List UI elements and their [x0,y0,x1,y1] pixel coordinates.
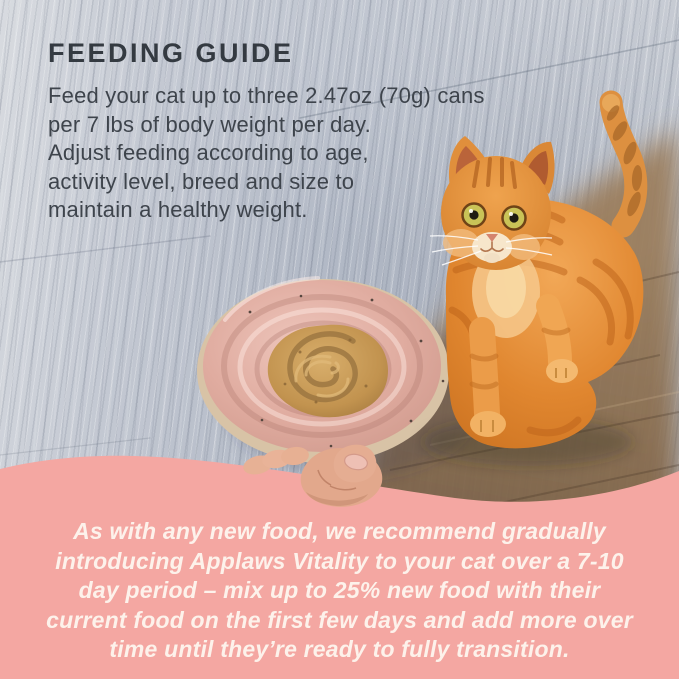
hand-holding-plate [243,444,383,507]
feeding-guide-line: activity level, breed and size to [48,168,355,194]
cat-paw-right [546,359,578,383]
cat-food-swirl [267,324,388,418]
transition-note-line: current food on the first few days and a… [46,606,633,633]
transition-note-line: day period – mix up to 25% new food with… [78,577,601,603]
feeding-guide-line: maintain a healthy weight. [48,197,308,222]
feeding-guide-section: FEEDING GUIDE Feed your cat up to three … [48,40,485,225]
cat-tail [599,90,648,238]
transition-note-line: introducing Applaws Vitality to your cat… [55,547,624,574]
thumb-nail [344,453,368,471]
cat-nose [486,234,498,242]
cat-chin [484,253,500,263]
transition-note: As with any new food, we recommend gradu… [9,517,671,665]
plate [197,276,482,478]
cat-paw-left [470,411,506,437]
feeding-guide-line: per 7 lbs of body weight per day. [48,111,371,137]
feeding-guide-line: Adjust feeding according to age, [48,140,369,165]
transition-note-line: As with any new food, we recommend gradu… [73,518,606,544]
ginger-cat [423,90,648,466]
cat-whiskers [429,235,553,266]
cat-head [429,136,555,270]
cat-eye-left [461,202,487,228]
hand-thumb [333,444,377,483]
feeding-guide-line: Feed your cat up to three 2.47oz (70g) c… [48,83,485,108]
floor-plank-seams [0,39,679,456]
transition-note-line: time until they’re ready to fully transi… [109,636,570,662]
cat-eye-right [501,205,527,231]
cat-front-legs [469,294,578,437]
feeding-guide-title: FEEDING GUIDE [48,38,294,68]
